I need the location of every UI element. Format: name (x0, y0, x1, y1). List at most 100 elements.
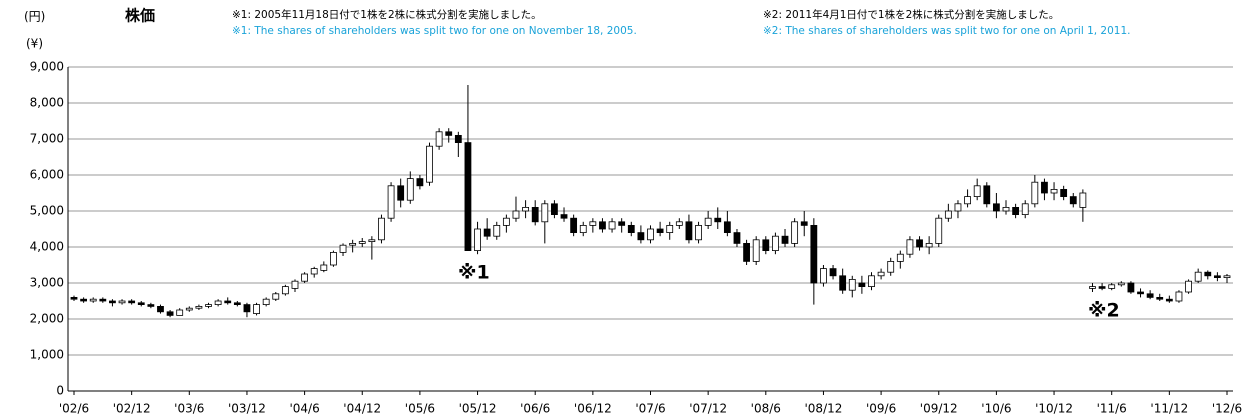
candle-body (435, 131, 443, 147)
candle-body (416, 178, 424, 187)
candle-body (983, 185, 991, 205)
candle-body (868, 275, 875, 287)
candle-body (993, 203, 1000, 212)
candle-body (1117, 282, 1125, 286)
annotation: ※1: 2005年11月18日付で1株を2株に株式分割を実施しました。 (232, 8, 542, 21)
candle-body (128, 300, 136, 304)
x-tick-label: '09/12 (920, 402, 958, 416)
candle-body (1079, 192, 1087, 208)
candle-body (618, 221, 626, 226)
candle-body (772, 235, 779, 251)
candle-body (560, 214, 568, 219)
candle-body (599, 221, 606, 230)
split-marker: ※1 (458, 262, 490, 284)
candle-body (176, 309, 184, 316)
candle-body (858, 282, 866, 287)
y-tick-label: 6,000 (30, 168, 64, 182)
candle-body (224, 300, 232, 304)
x-tick-label: '04/12 (343, 402, 381, 416)
candle-body (474, 228, 481, 252)
x-tick-label: '05/12 (459, 402, 497, 416)
candle-body (704, 217, 712, 226)
candle-body (1002, 206, 1010, 212)
candle-body (916, 239, 923, 248)
candle-body (1156, 296, 1164, 300)
x-tick-label: '04/6 (289, 402, 319, 416)
candle-body (454, 134, 462, 143)
candle-body (964, 196, 971, 205)
chart-title: 株価 (125, 7, 155, 25)
candle-body (262, 298, 270, 306)
y-tick-label: 3,000 (30, 276, 64, 290)
candle-body (320, 264, 328, 271)
candle-body (973, 185, 981, 198)
candle-body (570, 217, 578, 233)
candle-body (493, 224, 501, 237)
candle-body (387, 185, 395, 219)
candle-body (272, 293, 280, 300)
x-tick-label: '09/6 (866, 402, 896, 416)
x-tick-label: '06/12 (574, 402, 612, 416)
candle-body (637, 232, 645, 241)
candle-body (109, 300, 116, 304)
x-tick-label: '10/6 (981, 402, 1011, 416)
y-tick-label: 7,000 (30, 132, 64, 146)
candle-body (1089, 286, 1096, 289)
candle-body (89, 298, 97, 302)
candle-body (310, 268, 318, 275)
candle-body (752, 239, 760, 262)
candle-body (954, 203, 962, 212)
y-tick-label: 1,000 (30, 348, 64, 362)
candle-body (205, 304, 212, 307)
candle-body (685, 221, 693, 241)
y-tick-label: 8,000 (30, 96, 64, 110)
candle-body (378, 217, 385, 241)
candle-body (839, 275, 847, 291)
candle-body (368, 239, 376, 243)
candle-body (733, 232, 741, 244)
candle-body (330, 251, 337, 266)
y-tick-label: 4,000 (30, 240, 64, 254)
candle-body (647, 228, 654, 241)
annotation: ※2: The shares of shareholders was split… (763, 25, 1131, 37)
x-tick-label: '03/12 (228, 402, 266, 416)
y-tick-label: 9,000 (30, 60, 64, 74)
candle-body (935, 217, 943, 244)
annotation: ※1: The shares of shareholders was split… (232, 25, 637, 37)
candle-body (522, 206, 529, 212)
x-tick-label: '10/12 (1035, 402, 1073, 416)
x-tick-label: '02/6 (59, 402, 89, 416)
candle-body (358, 241, 366, 244)
candle-body (800, 221, 808, 226)
candle-body (589, 221, 597, 226)
x-tick-label: '08/12 (805, 402, 843, 416)
candle-body (233, 302, 241, 305)
candle-body (1146, 293, 1154, 298)
candle-body (608, 221, 616, 230)
candle-body (1060, 188, 1068, 197)
candle-body (906, 239, 914, 255)
candle-body (1185, 280, 1192, 293)
candle-body (502, 217, 510, 226)
candle-body (551, 203, 558, 216)
candle-body (531, 206, 539, 223)
split-marker: ※2 (1088, 300, 1120, 322)
candle-body (848, 278, 856, 291)
candle-body (887, 260, 895, 273)
y-axis-label-en: (¥) (26, 37, 43, 51)
candle-body (70, 296, 78, 300)
candle-body (627, 224, 635, 233)
candle-body (1031, 181, 1039, 205)
candle-body (762, 239, 770, 252)
y-tick-label: 5,000 (30, 204, 64, 218)
x-tick-label: '02/12 (113, 402, 151, 416)
candle-body (99, 298, 107, 302)
candle-body (137, 302, 145, 305)
candle-body (1175, 291, 1183, 302)
candle-body (1213, 275, 1221, 278)
candle-body (695, 224, 702, 241)
candle-body (147, 304, 155, 307)
candle-body (1098, 286, 1106, 289)
candle-body (166, 311, 174, 316)
